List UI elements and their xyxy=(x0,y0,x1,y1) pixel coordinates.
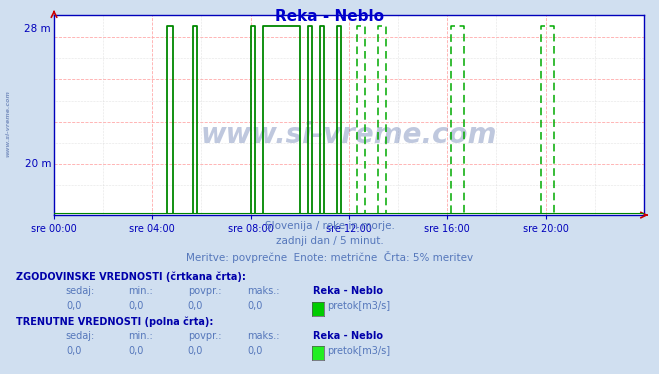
Text: 0,0: 0,0 xyxy=(66,346,81,356)
Text: sedaj:: sedaj: xyxy=(66,331,95,341)
Text: sedaj:: sedaj: xyxy=(66,286,95,296)
Text: Reka - Neblo: Reka - Neblo xyxy=(275,9,384,24)
Text: 0,0: 0,0 xyxy=(66,301,81,311)
Text: ZGODOVINSKE VREDNOSTI (črtkana črta):: ZGODOVINSKE VREDNOSTI (črtkana črta): xyxy=(16,271,246,282)
Text: 0,0: 0,0 xyxy=(247,301,262,311)
Text: Meritve: povprečne  Enote: metrične  Črta: 5% meritev: Meritve: povprečne Enote: metrične Črta:… xyxy=(186,251,473,263)
Text: maks.:: maks.: xyxy=(247,286,279,296)
Text: Reka - Neblo: Reka - Neblo xyxy=(313,286,383,296)
Text: Slovenija / reke in morje.: Slovenija / reke in morje. xyxy=(264,221,395,232)
Text: TRENUTNE VREDNOSTI (polna črta):: TRENUTNE VREDNOSTI (polna črta): xyxy=(16,316,214,327)
Text: min.:: min.: xyxy=(129,331,154,341)
Text: 0,0: 0,0 xyxy=(188,301,203,311)
Text: povpr.:: povpr.: xyxy=(188,286,221,296)
Text: 0,0: 0,0 xyxy=(129,301,144,311)
Text: min.:: min.: xyxy=(129,286,154,296)
Text: 20 m: 20 m xyxy=(24,159,51,169)
Text: www.si-vreme.com: www.si-vreme.com xyxy=(5,90,11,157)
Text: povpr.:: povpr.: xyxy=(188,331,221,341)
Text: pretok[m3/s]: pretok[m3/s] xyxy=(328,346,391,356)
Text: 0,0: 0,0 xyxy=(129,346,144,356)
Text: maks.:: maks.: xyxy=(247,331,279,341)
Text: zadnji dan / 5 minut.: zadnji dan / 5 minut. xyxy=(275,236,384,246)
Text: 0,0: 0,0 xyxy=(247,346,262,356)
Text: pretok[m3/s]: pretok[m3/s] xyxy=(328,301,391,311)
Text: www.si-vreme.com: www.si-vreme.com xyxy=(201,121,497,149)
Text: Reka - Neblo: Reka - Neblo xyxy=(313,331,383,341)
Text: 28 m: 28 m xyxy=(24,24,51,34)
Text: 0,0: 0,0 xyxy=(188,346,203,356)
